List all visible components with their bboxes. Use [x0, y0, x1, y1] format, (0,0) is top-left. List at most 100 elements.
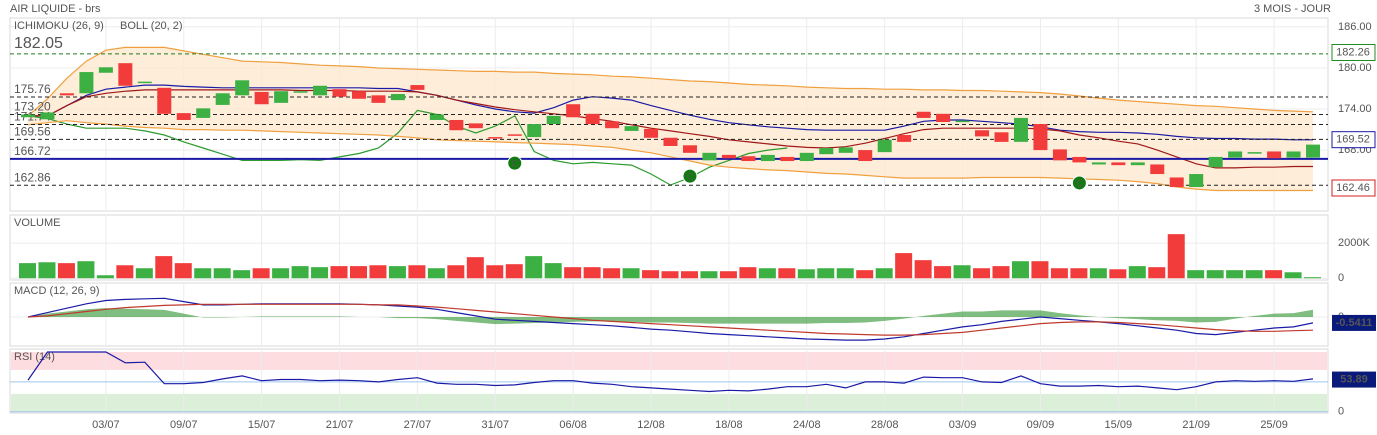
- volume-bar: [1245, 270, 1263, 279]
- panel-title: ICHIMOKU (26, 9): [14, 20, 104, 32]
- volume-bar: [992, 266, 1010, 279]
- candle-body: [1228, 151, 1243, 158]
- candle-body: [897, 135, 912, 142]
- marker: [507, 155, 523, 171]
- candle-body: [936, 113, 951, 123]
- candle-body: [176, 113, 191, 120]
- volume-bar: [739, 267, 757, 279]
- indicator-line: [27, 120, 1313, 192]
- chart-title: AIR LIQUIDE - brs: [10, 3, 101, 15]
- candle-body: [196, 108, 211, 118]
- candle-body: [274, 91, 289, 103]
- candle-body: [410, 85, 425, 90]
- x-tick-label: 28/08: [871, 419, 899, 431]
- marker: [682, 168, 698, 184]
- candle-body: [1306, 144, 1321, 158]
- volume-bar: [57, 263, 75, 279]
- marker-label: C: [512, 158, 519, 168]
- candle-body: [98, 67, 113, 73]
- panel-title: VOLUME: [14, 217, 60, 229]
- chart-subtitle: 3 MOIS - JOUR: [1254, 3, 1331, 15]
- candle-body: [858, 150, 873, 162]
- volume-bar: [1128, 266, 1146, 279]
- last-value-box: [1332, 371, 1376, 388]
- volume-bar: [330, 266, 348, 279]
- candle-body: [838, 147, 853, 153]
- volume-bar: [252, 268, 270, 279]
- candle-body: [916, 111, 931, 118]
- volume-bar: [525, 256, 543, 279]
- volume-bar: [914, 260, 932, 279]
- volume-bar: [38, 262, 56, 279]
- candle-body: [682, 145, 697, 153]
- candle-body: [137, 81, 152, 84]
- x-tick-label: 15/07: [248, 419, 276, 431]
- volume-bar: [1109, 269, 1127, 279]
- candle-body: [1169, 177, 1184, 188]
- candle-body: [468, 123, 483, 129]
- legend-label: BOLL (20, 2): [120, 20, 183, 32]
- candle-body: [877, 139, 892, 153]
- x-tick-label: 24/08: [793, 419, 821, 431]
- volume-bar: [1031, 261, 1049, 279]
- volume-bar: [758, 268, 776, 279]
- candle-body: [215, 93, 230, 105]
- volume-bar: [603, 268, 621, 279]
- level-label: 166.72: [14, 144, 51, 158]
- candle-body: [1052, 149, 1067, 161]
- y-tick-label: 0: [1338, 272, 1344, 284]
- volume-bar: [856, 270, 874, 279]
- volume-bar: [1187, 270, 1205, 279]
- volume-bar: [311, 267, 329, 279]
- x-tick-label: 31/07: [482, 419, 510, 431]
- x-tick-label: 09/09: [1027, 419, 1055, 431]
- volume-bar: [1284, 272, 1302, 279]
- level-label: 162.86: [14, 170, 51, 184]
- volume-bar: [174, 263, 192, 279]
- x-tick-label: 09/07: [170, 419, 198, 431]
- volume-bar: [1148, 267, 1166, 279]
- candle-body: [313, 85, 328, 96]
- volume-bar: [486, 265, 504, 279]
- volume-bar: [427, 268, 445, 279]
- volume-bar: [564, 267, 582, 279]
- candle-body: [1130, 162, 1145, 166]
- volume-bar: [116, 265, 134, 279]
- volume-bar: [505, 264, 523, 279]
- volume-bar: [1304, 277, 1322, 279]
- candle-body: [644, 128, 659, 138]
- marker: [1071, 175, 1087, 191]
- last-value-box: [1331, 179, 1376, 197]
- volume-bar: [447, 265, 465, 279]
- candle-body: [488, 137, 503, 139]
- candle-body: [527, 124, 542, 138]
- last-value-box: [1331, 43, 1376, 61]
- volume-bar: [680, 271, 698, 279]
- volume-bar: [1265, 270, 1283, 279]
- candle-body: [819, 148, 834, 155]
- volume-bar: [1089, 268, 1107, 279]
- candle-body: [507, 134, 522, 136]
- volume-bar: [934, 266, 952, 279]
- last-value-label: 182.26: [1336, 46, 1370, 58]
- candle-body: [1208, 156, 1223, 168]
- volume-bar: [1206, 270, 1224, 279]
- last-value-box: [1331, 131, 1376, 149]
- candle-body: [157, 87, 172, 114]
- x-tick-label: 25/09: [1260, 419, 1288, 431]
- volume-bar: [388, 266, 406, 279]
- candle-body: [546, 115, 561, 125]
- candle-body: [566, 104, 581, 118]
- x-tick-label: 21/09: [1182, 419, 1210, 431]
- candle-body: [449, 119, 464, 131]
- volume-bar: [953, 265, 971, 279]
- last-value-label: 169.52: [1336, 134, 1370, 146]
- candle-body: [1286, 151, 1301, 158]
- volume-bar: [155, 256, 173, 279]
- y-tick-label: 2000K: [1338, 237, 1370, 249]
- candle-body: [1189, 174, 1204, 188]
- volume-bar: [1167, 234, 1185, 279]
- level-label: 182.05: [14, 35, 63, 52]
- candle-body: [799, 152, 814, 162]
